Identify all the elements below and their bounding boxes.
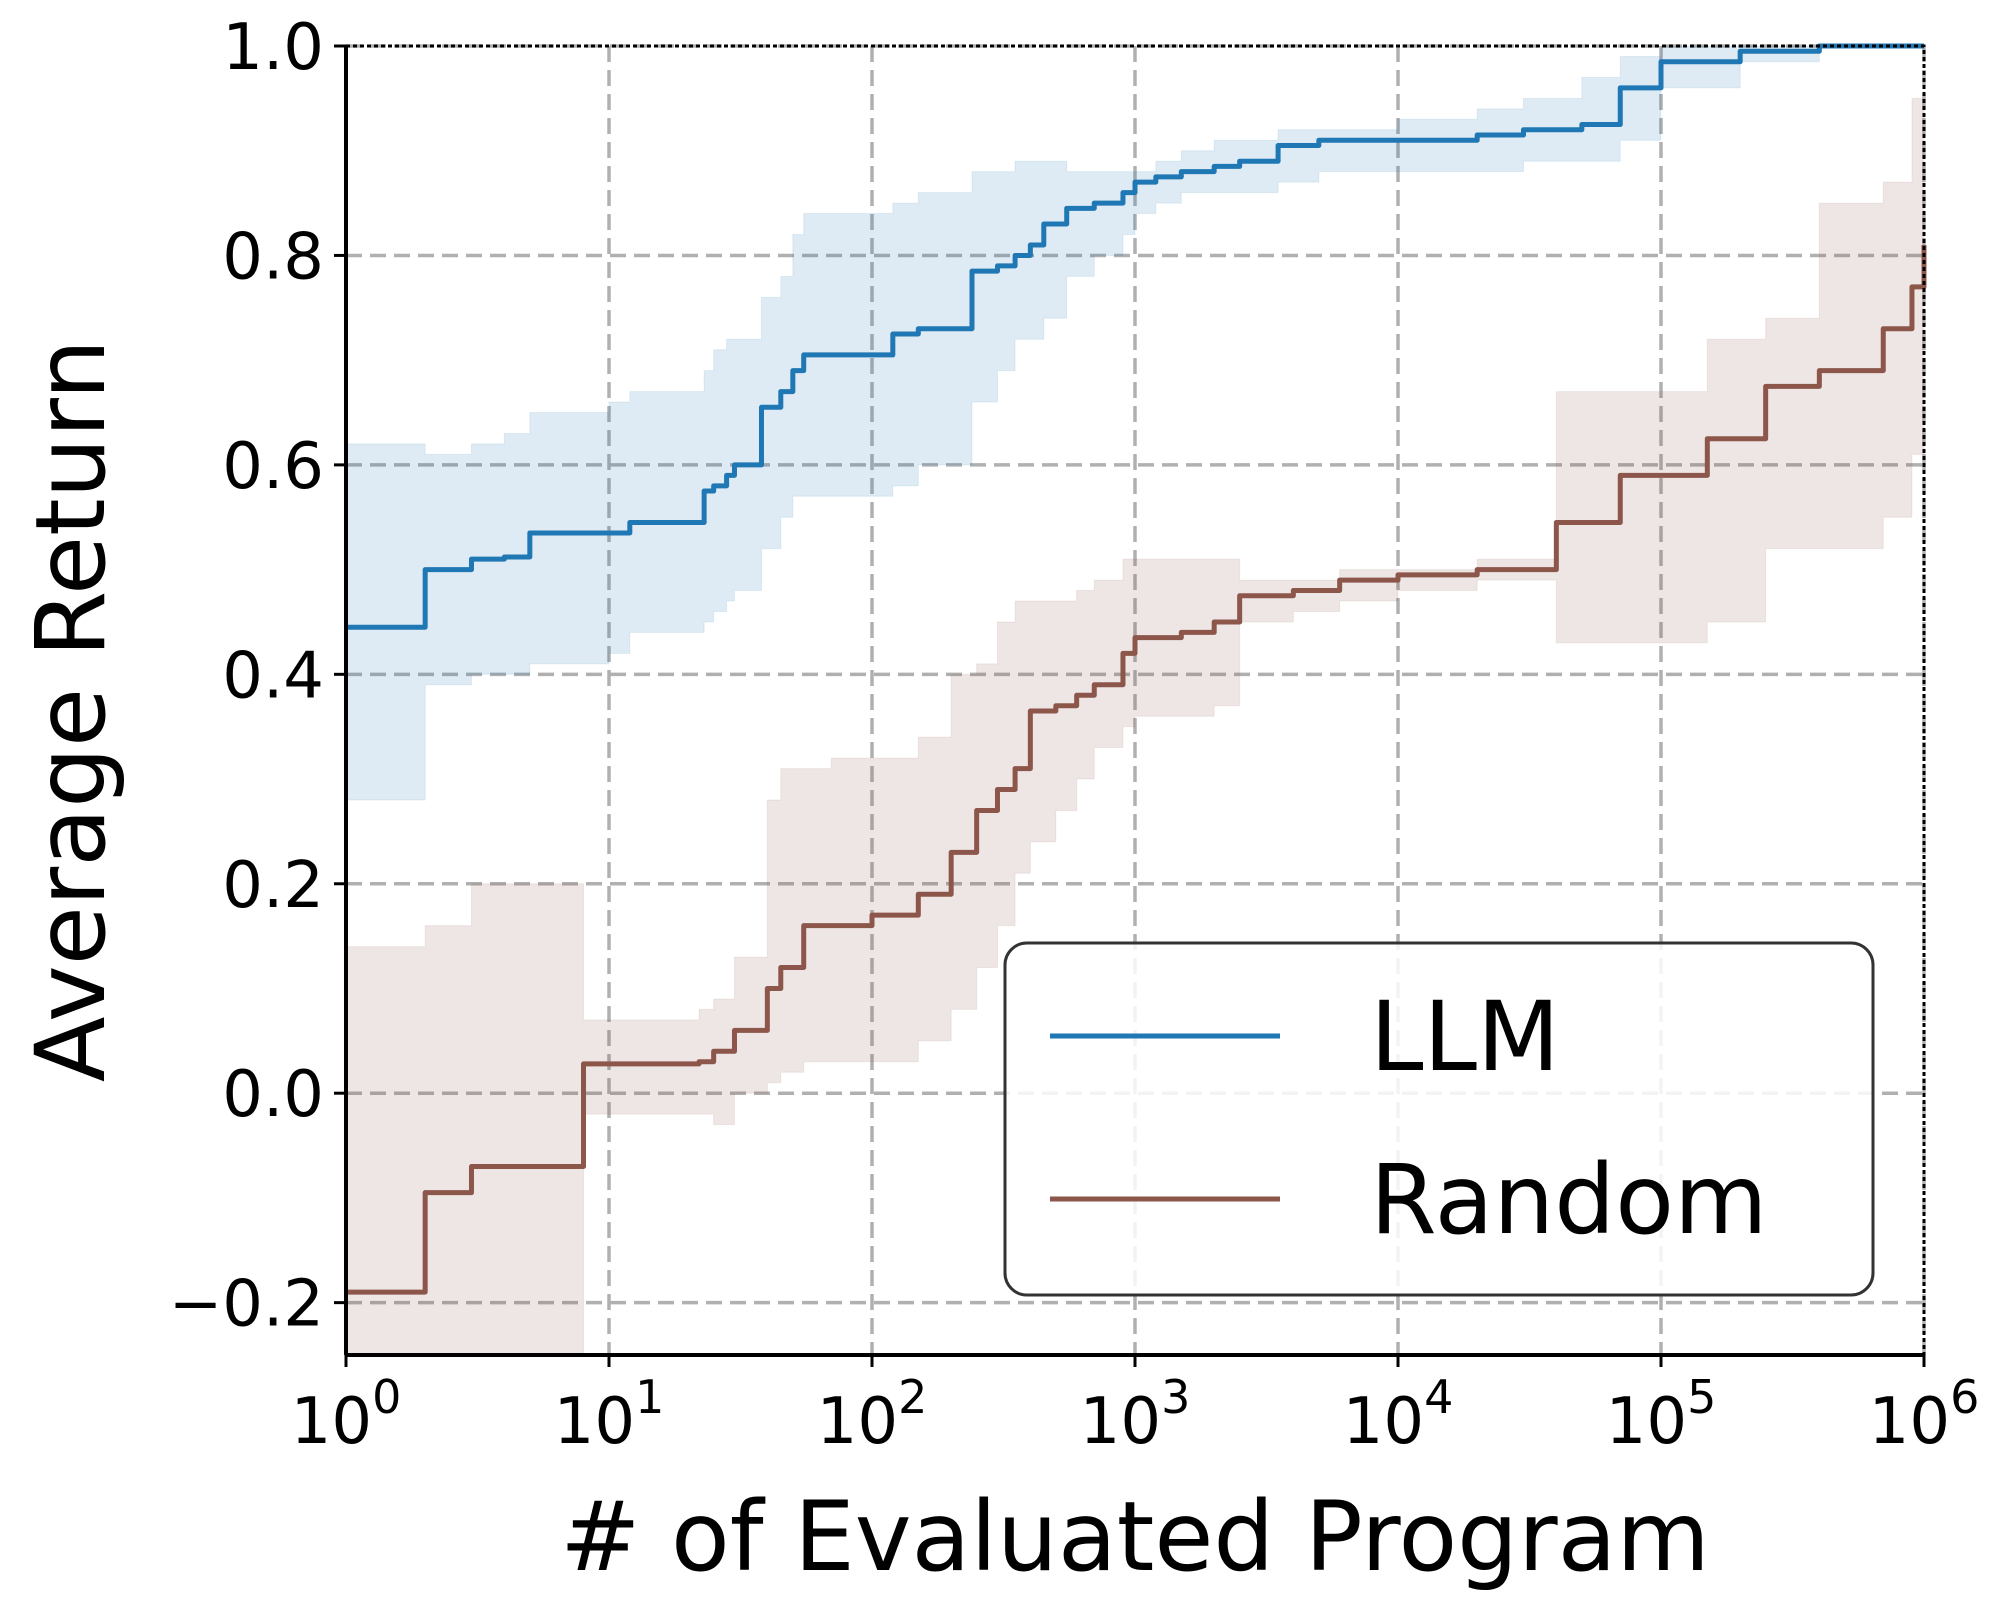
y-tick-label: 0.4 (222, 639, 324, 713)
legend: LLM Random (1003, 941, 1875, 1297)
legend-label-random: Random (1370, 1144, 1767, 1256)
x-tick-base: 10 (1080, 1385, 1161, 1459)
y-tick-label: 0.6 (222, 430, 324, 504)
x-tick-base: 10 (817, 1385, 898, 1459)
x-axis-title: # of Evaluated Program (560, 1481, 1710, 1593)
line-llm (346, 43, 1924, 630)
x-tick-exponent: 3 (1161, 1370, 1190, 1424)
series-lines (346, 43, 1927, 1295)
x-tick-base: 10 (291, 1385, 372, 1459)
y-tick-label: 1.0 (222, 11, 324, 85)
x-tick-exponent: 0 (372, 1370, 401, 1424)
x-tick-label: 100 (291, 1370, 402, 1459)
x-tick-base: 10 (1343, 1385, 1424, 1459)
band-llm (345, 45, 1924, 801)
y-axis-title: Average Return (15, 339, 127, 1082)
x-tick-label: 106 (1869, 1370, 1980, 1459)
legend-box (1003, 941, 1875, 1297)
x-tick-label: 101 (554, 1370, 665, 1459)
confidence-bands (345, 45, 1925, 1356)
x-tick-base: 10 (1606, 1385, 1687, 1459)
x-tick-exponent: 4 (1424, 1370, 1453, 1424)
line-random (346, 244, 1927, 1295)
legend-label-llm: LLM (1370, 981, 1560, 1093)
y-tick-label: −0.2 (169, 1268, 324, 1342)
x-tick-label: 104 (1343, 1370, 1454, 1459)
x-tick-label: 105 (1606, 1370, 1717, 1459)
x-tick-exponent: 1 (635, 1370, 664, 1424)
band-random (345, 87, 1925, 1356)
y-tick-label: 0.0 (222, 1058, 324, 1132)
x-tick-exponent: 5 (1687, 1370, 1716, 1424)
x-tick-base: 10 (554, 1385, 635, 1459)
y-axis-ticks: −0.2 0.0 0.2 0.4 0.6 0.8 1.0 (169, 11, 346, 1342)
x-tick-label: 102 (817, 1370, 928, 1459)
x-tick-exponent: 6 (1950, 1370, 1979, 1424)
x-tick-exponent: 2 (898, 1370, 927, 1424)
x-axis-ticks: 100 101 102 103 104 105 106 (291, 1355, 1980, 1459)
y-tick-label: 0.8 (222, 220, 324, 294)
x-tick-base: 10 (1869, 1385, 1950, 1459)
x-tick-label: 103 (1080, 1370, 1191, 1459)
y-tick-label: 0.2 (222, 849, 324, 923)
